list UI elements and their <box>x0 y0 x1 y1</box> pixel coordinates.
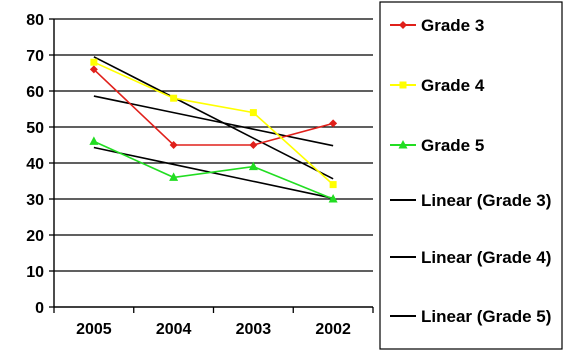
axes <box>54 19 373 313</box>
trendline-2 <box>94 57 333 179</box>
legend-marker <box>400 82 407 89</box>
legend: Grade 3 Grade 4 Grade 5 Linear (Grade 3) Lin… <box>380 2 562 349</box>
data-point <box>329 119 337 127</box>
data-point <box>170 95 177 102</box>
x-tick-label: 2004 <box>156 321 192 338</box>
y-tick-label: 30 <box>26 192 44 209</box>
legend-label: Linear (Grade 4) <box>421 248 551 267</box>
trendline-3 <box>94 148 333 199</box>
legend-label: Linear (Grade 5) <box>421 307 551 326</box>
legend-label: Grade 3 <box>421 16 484 35</box>
y-tick-label: 70 <box>26 48 44 65</box>
y-tick-label: 50 <box>26 120 44 137</box>
y-tick-label: 60 <box>26 84 44 101</box>
x-tick-label: 2002 <box>315 321 351 338</box>
y-tick-label: 80 <box>26 12 44 29</box>
legend-label: Grade 4 <box>421 76 485 95</box>
legend-label: Grade 5 <box>421 136 484 155</box>
y-tick-label: 0 <box>35 300 44 317</box>
data-markers <box>89 59 337 203</box>
gridlines <box>49 19 373 307</box>
legend-label: Linear (Grade 3) <box>421 191 551 210</box>
data-point <box>250 109 257 116</box>
series-lines <box>94 62 333 199</box>
data-point <box>330 181 337 188</box>
x-tick-label: 2005 <box>76 321 112 338</box>
x-tick-labels: 2005 2004 2003 2002 <box>76 321 351 338</box>
series-line-1 <box>94 69 333 145</box>
data-point <box>90 59 97 66</box>
legend-box <box>380 2 562 349</box>
y-tick-label: 10 <box>26 264 44 281</box>
y-tick-labels: 0 10 20 30 40 50 60 70 80 <box>26 12 44 317</box>
data-point <box>89 136 98 145</box>
y-tick-label: 20 <box>26 228 44 245</box>
x-tick-label: 2003 <box>236 321 272 338</box>
data-point <box>249 141 257 149</box>
series-line-2 <box>94 62 333 184</box>
y-tick-label: 40 <box>26 156 44 173</box>
